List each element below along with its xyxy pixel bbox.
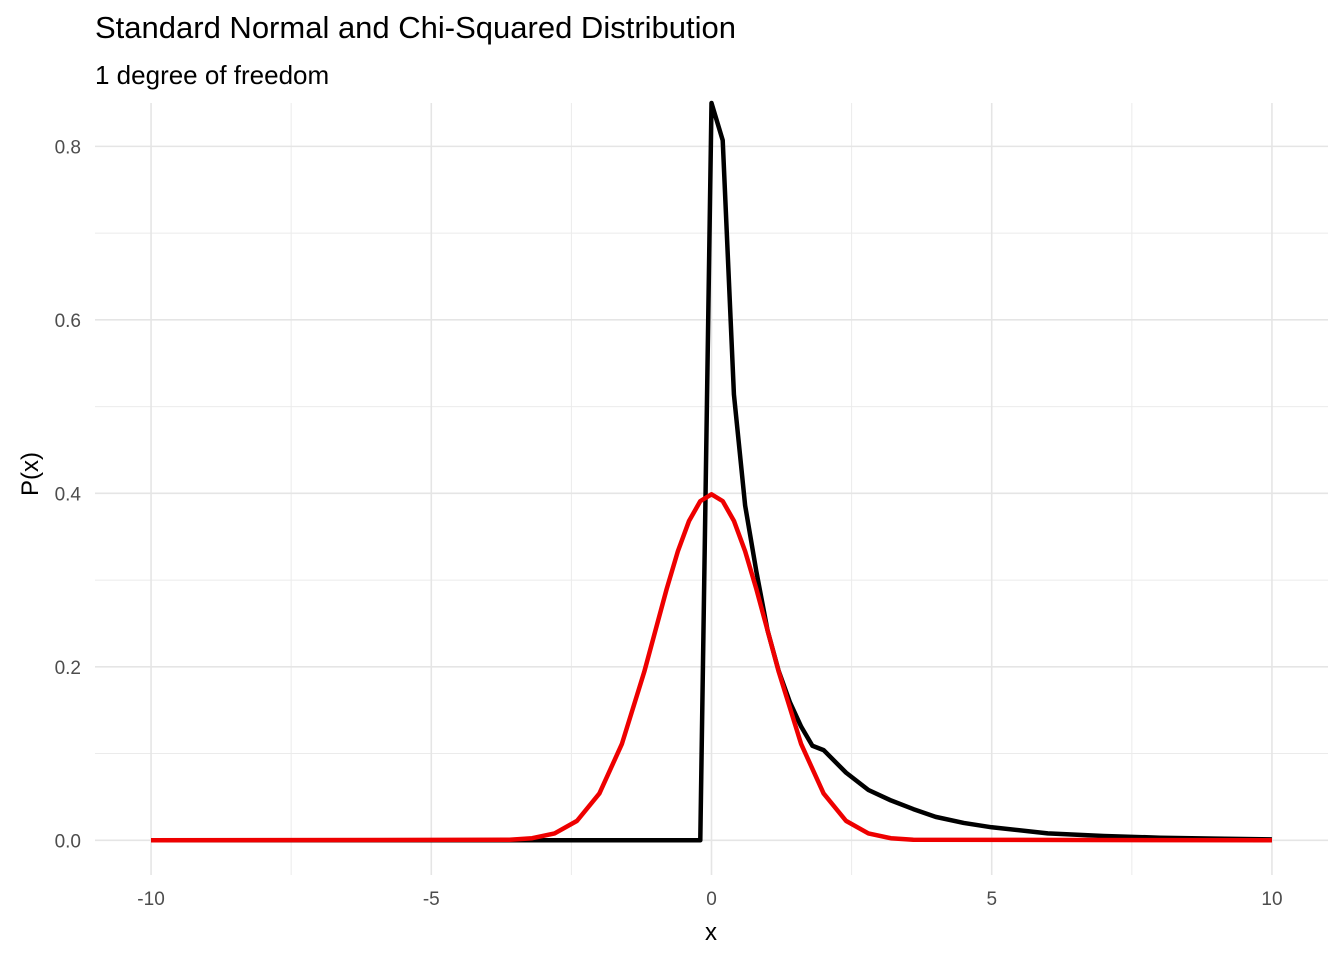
- y-tick-label: 0.4: [55, 484, 82, 505]
- y-tick-label: 0.6: [55, 311, 81, 332]
- x-axis-title: x: [705, 919, 717, 946]
- y-axis-title: P(x): [17, 452, 44, 496]
- x-tick-label: 0: [706, 889, 717, 910]
- x-tick-label: 5: [986, 889, 997, 910]
- y-tick-label: 0.2: [55, 658, 81, 679]
- x-axis-ticks: -10 -5 0 5 10: [137, 889, 1282, 910]
- x-tick-label: 10: [1261, 889, 1282, 910]
- chart-subtitle: 1 degree of freedom: [95, 60, 330, 90]
- x-tick-label: -5: [423, 889, 440, 910]
- chart-title: Standard Normal and Chi-Squared Distribu…: [95, 10, 736, 45]
- y-tick-label: 0.8: [55, 137, 81, 158]
- x-tick-label: -10: [137, 889, 164, 910]
- y-tick-label: 0.0: [55, 831, 81, 852]
- series-line-2: [151, 492, 1272, 843]
- series-line-1: [151, 100, 1272, 843]
- series-layer: [151, 100, 1272, 843]
- y-axis-ticks: 0.0 0.2 0.4 0.6 0.8: [55, 137, 82, 852]
